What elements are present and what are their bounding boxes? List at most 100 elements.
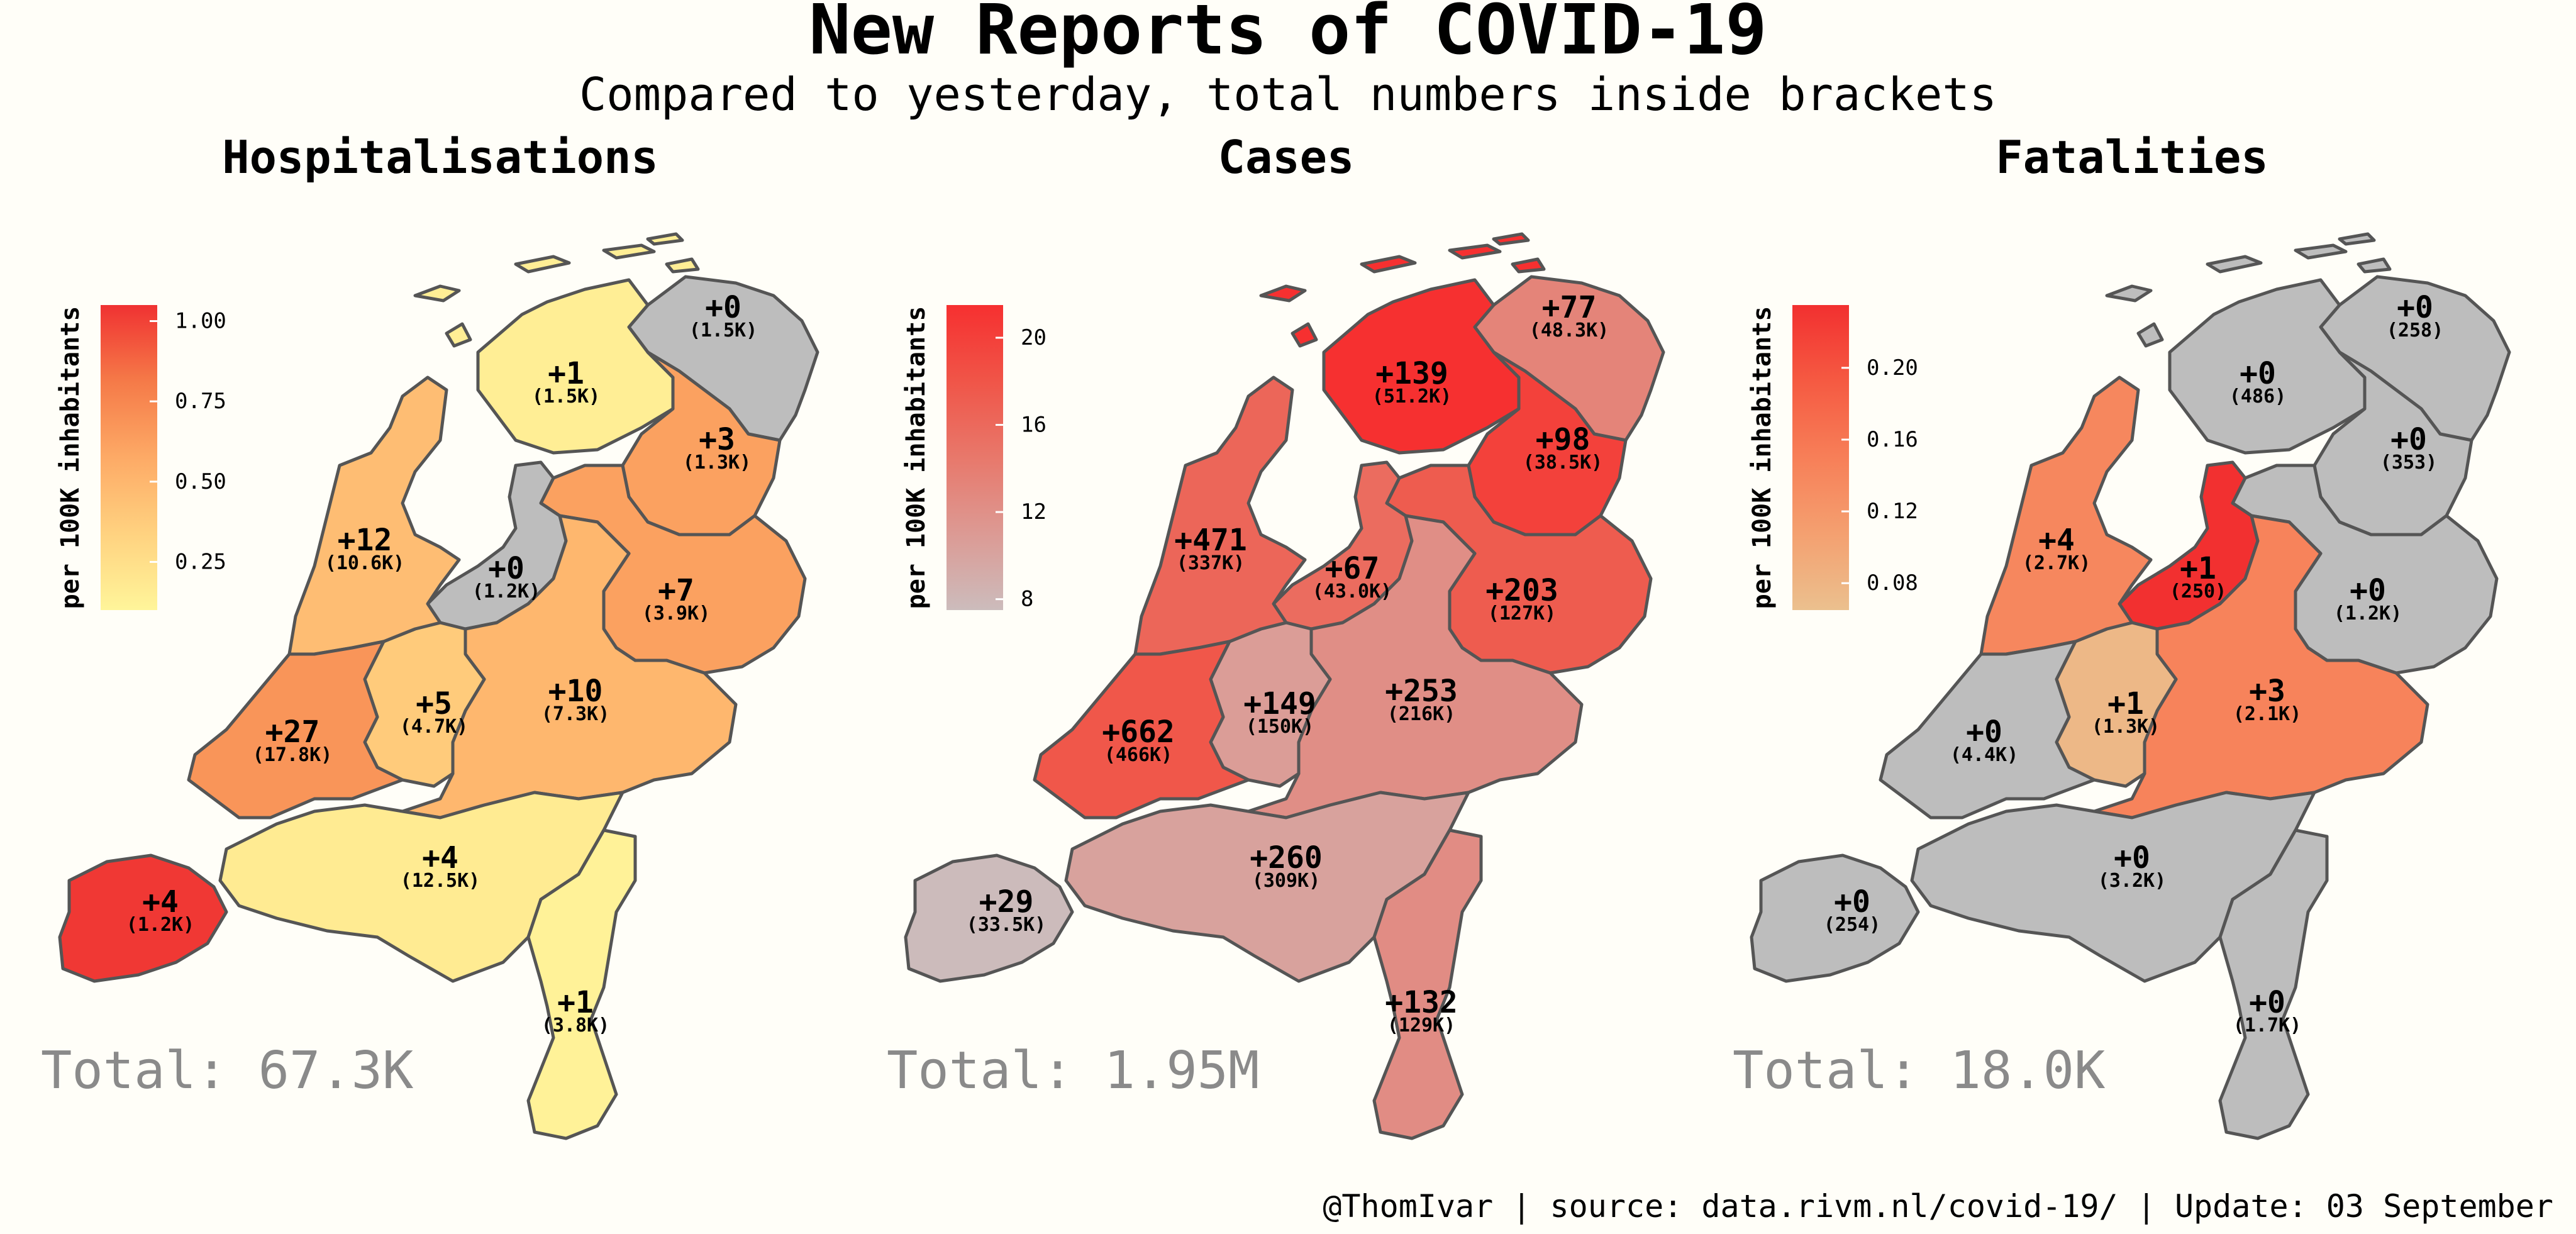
- region-label-new: +0: [1834, 884, 1870, 920]
- legend-tick-label: 12: [1021, 499, 1046, 525]
- region-zuid_holland: [187, 640, 404, 820]
- wadden-island: [445, 322, 472, 348]
- legend-tick-label: 0.50: [175, 469, 226, 494]
- panel-fatalities: Fatalities+0(258)+0(486)+0(353)+0(1.2K)+…: [1733, 131, 2511, 1140]
- region-label-new: +0: [2114, 840, 2150, 875]
- region-zuid_holland: [1879, 640, 2096, 820]
- region-label-total: (258): [2387, 320, 2443, 342]
- region-label-new: +662: [1102, 714, 1175, 750]
- region-limburg: [526, 828, 637, 1140]
- panel-total: Total: 18.0K: [1733, 1041, 2106, 1101]
- region-label-new: +0: [2240, 356, 2276, 391]
- caption: @ThomIvar | source: data.rivm.nl/covid-1…: [1323, 1188, 2553, 1225]
- region-label-total: (1.2K): [126, 914, 194, 936]
- legend-colorbar: [947, 305, 1003, 610]
- region-label-total: (129K): [1387, 1014, 1455, 1037]
- region-label-total: (17.8K): [253, 744, 332, 766]
- region-label-new: +1: [557, 985, 594, 1020]
- legend-tick-label: 20: [1021, 325, 1046, 350]
- wadden-island: [2105, 284, 2153, 303]
- region-label-new: +29: [979, 884, 1034, 920]
- region-label-total: (51.2K): [1372, 386, 1452, 408]
- region-label-new: +27: [265, 714, 320, 750]
- panels: Hospitalisations+0(1.5K)+1(1.5K)+3(1.3K)…: [41, 131, 2511, 1140]
- wadden-island: [2338, 232, 2376, 246]
- panel-title: Cases: [1218, 131, 1355, 184]
- region-label-new: +0: [2390, 422, 2427, 457]
- region-zeeland: [1750, 853, 1920, 983]
- region-zeeland: [904, 853, 1074, 983]
- region-label-total: (3.2K): [2098, 870, 2166, 892]
- region-label-total: (1.2K): [472, 581, 540, 603]
- region-label-new: +132: [1385, 985, 1458, 1020]
- region-label-total: (38.5K): [1523, 452, 1602, 474]
- legend-tick-label: 0.25: [175, 549, 226, 574]
- wadden-island: [2357, 257, 2392, 274]
- region-label-new: +139: [1375, 356, 1448, 391]
- region-label-new: +12: [338, 523, 392, 558]
- legend-tick-label: 16: [1021, 413, 1046, 438]
- legend-colorbar: [101, 305, 157, 610]
- region-label-total: (1.5K): [689, 320, 757, 342]
- region-label-total: (1.3K): [2092, 716, 2160, 738]
- region-label-total: (4.4K): [1950, 744, 2018, 766]
- region-noord_holland: [1979, 375, 2153, 656]
- region-label-total: (7.3K): [541, 703, 609, 725]
- region-label-new: +3: [699, 422, 735, 457]
- region-label-total: (12.5K): [401, 870, 480, 892]
- region-label-total: (150K): [1246, 716, 1314, 738]
- panel-title: Fatalities: [1996, 131, 2268, 184]
- region-label-total: (1.7K): [2233, 1014, 2301, 1037]
- subtitle: Compared to yesterday, total numbers ins…: [579, 68, 1997, 121]
- legend-tick-label: 0.75: [175, 389, 226, 414]
- region-label-new: +7: [658, 573, 694, 608]
- region-label-new: +77: [1542, 290, 1597, 325]
- region-label-total: (127K): [1488, 603, 1556, 625]
- panel-cases: Cases +77(48.3K) +139(51.2K) +98(38.5K) +203…: [887, 131, 1665, 1140]
- region-label-new: +203: [1485, 573, 1558, 608]
- legend-colorbar: [1792, 305, 1849, 610]
- region-label-total: (216K): [1387, 703, 1455, 725]
- region-label-new: +0: [1966, 714, 2002, 750]
- region-label-new: +0: [2350, 573, 2386, 608]
- region-label-new: +0: [488, 551, 525, 586]
- region-label-new: +4: [142, 884, 179, 920]
- region-label-new: +4: [422, 840, 458, 875]
- region-label-total: (10.6K): [325, 552, 404, 574]
- legend-tick-label: 0.08: [1867, 570, 1918, 596]
- wadden-island: [665, 257, 700, 274]
- region-label-new: +67: [1325, 551, 1380, 586]
- region-label-new: +4: [2038, 523, 2075, 558]
- region-label-total: (4.7K): [400, 716, 468, 738]
- legend-tick-label: 8: [1021, 587, 1033, 612]
- wadden-island: [1492, 232, 1530, 246]
- region-label-new: +5: [416, 686, 452, 721]
- region-zeeland: [58, 853, 228, 983]
- legend-tick-label: 0.12: [1867, 499, 1918, 524]
- region-label-new: +253: [1385, 674, 1458, 709]
- region-label-total: (250): [2170, 581, 2226, 603]
- region-zuid_holland: [1033, 640, 1250, 820]
- panel-total: Total: 1.95M: [887, 1041, 1259, 1101]
- panel-hospitalisations: Hospitalisations+0(1.5K)+1(1.5K)+3(1.3K)…: [41, 131, 819, 1140]
- region-noord_holland: [287, 375, 461, 656]
- legend-tick-label: 1.00: [175, 309, 226, 334]
- wadden-island: [1291, 322, 1318, 348]
- panel-title: Hospitalisations: [222, 131, 658, 184]
- region-label-total: (3.8K): [541, 1014, 609, 1037]
- region-noord_holland: [1133, 375, 1307, 656]
- region-label-total: (1.2K): [2334, 603, 2402, 625]
- region-label-new: +0: [705, 290, 741, 325]
- region-label-total: (2.1K): [2233, 703, 2301, 725]
- region-label-total: (309K): [1252, 870, 1320, 892]
- wadden-island: [2206, 255, 2263, 274]
- legend-title: per 100K inhabitants: [1748, 306, 1777, 609]
- region-label-total: (1.5K): [532, 386, 600, 408]
- region-label-total: (337K): [1177, 552, 1245, 574]
- legend-tick-label: 0.20: [1867, 355, 1918, 381]
- wadden-island: [1511, 257, 1546, 274]
- wadden-island: [1360, 255, 1417, 274]
- wadden-island: [514, 255, 571, 274]
- region-label-total: (2.7K): [2023, 552, 2090, 574]
